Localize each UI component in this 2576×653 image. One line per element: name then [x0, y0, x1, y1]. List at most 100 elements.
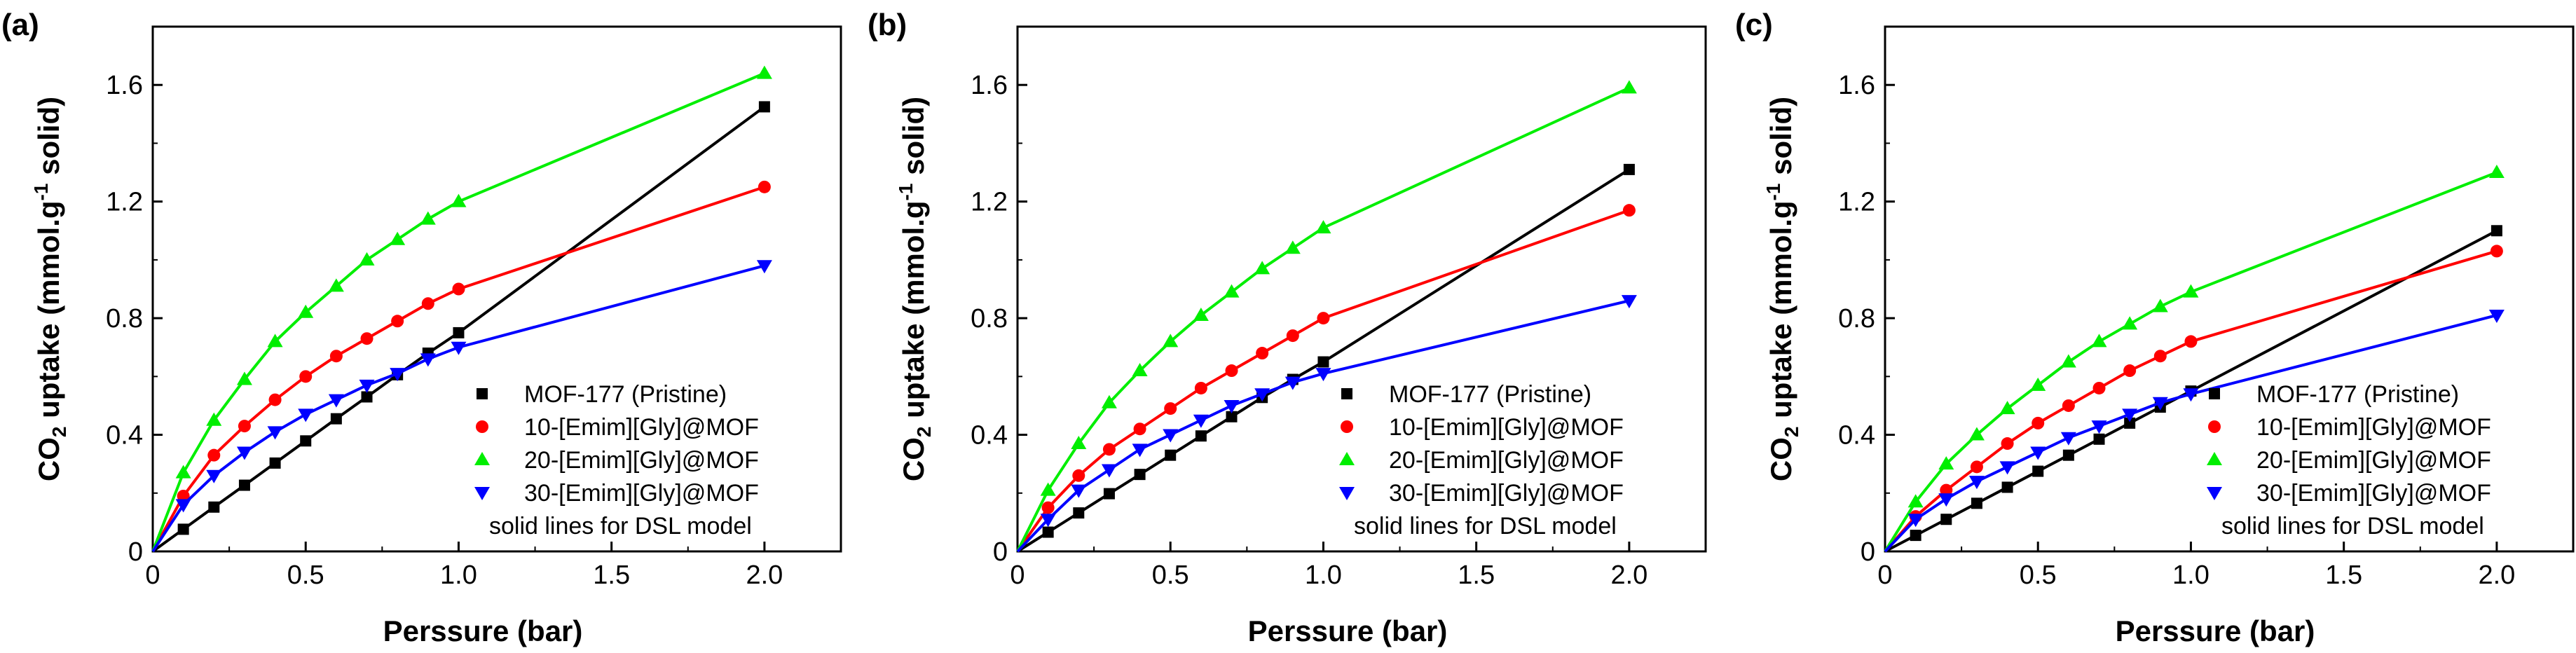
legend-marker — [2208, 420, 2221, 433]
series-line — [1884, 171, 2498, 553]
data-point — [299, 370, 313, 383]
data-point — [1317, 356, 1329, 368]
data-point — [1971, 497, 1982, 509]
y-tick-label: 0 — [128, 537, 143, 567]
series-3 — [1884, 309, 2505, 553]
data-point — [238, 479, 250, 491]
data-point — [1970, 460, 1983, 474]
x-tick-label: 1.0 — [440, 561, 477, 590]
data-point — [238, 420, 251, 433]
data-point — [2124, 417, 2136, 429]
data-point — [177, 523, 189, 535]
data-point — [1132, 363, 1148, 377]
data-point — [330, 413, 342, 425]
data-point — [2491, 225, 2502, 237]
data-point — [390, 368, 406, 382]
data-point — [2488, 309, 2505, 323]
data-point — [421, 297, 434, 310]
data-point — [2092, 381, 2106, 394]
legend-marker — [2209, 388, 2220, 399]
data-point — [1163, 429, 1179, 443]
data-point — [1254, 261, 1270, 275]
data-point — [2183, 284, 2199, 298]
data-point — [1284, 240, 1301, 254]
data-point — [1193, 307, 1209, 321]
plot-area: 0 0.5 1.0 1.5 2.0 0 0.4 0.8 1.2 1.6 Perssure (bar)… — [895, 25, 1707, 647]
data-point — [1317, 312, 1330, 325]
data-point — [2032, 465, 2044, 477]
data-point — [1134, 469, 1146, 481]
series-line — [151, 71, 765, 552]
series-2 — [1884, 165, 2505, 553]
x-tick-label: 0 — [1010, 561, 1025, 590]
panel-b: (b) 0 0.5 1.0 1.5 2.0 0 0.4 0.8 1.2 1.6 Perssure (… — [868, 8, 1707, 647]
plot-area: 0 0.5 1.0 1.5 2.0 0 0.4 0.8 1.2 1.6 Perssure (bar)… — [1762, 25, 2575, 647]
data-point — [1101, 464, 1117, 478]
data-point — [2184, 335, 2198, 348]
x-tick-label: 0 — [145, 561, 160, 590]
x-tick-label: 0.5 — [1152, 561, 1189, 590]
y-tick-label: 0 — [1861, 537, 1875, 567]
data-point — [175, 499, 191, 513]
data-point — [1315, 368, 1331, 382]
x-tick-label: 0 — [1877, 561, 1892, 590]
data-point — [298, 408, 314, 422]
data-point — [2122, 316, 2138, 330]
x-tick-label: 0.5 — [2020, 561, 2057, 590]
legend-label: 30-[Emim][Gly]@MOF — [2256, 480, 2491, 507]
y-tick-label: 0.8 — [106, 304, 143, 334]
data-point — [1315, 220, 1331, 234]
data-point — [1101, 394, 1117, 408]
y-tick-label: 1.2 — [971, 188, 1008, 217]
data-point — [2030, 446, 2046, 460]
data-point — [1102, 443, 1116, 456]
legend-marker — [474, 487, 490, 500]
legend-marker — [1341, 388, 1352, 399]
x-tick-label: 2.0 — [746, 561, 783, 590]
panel-label: (c) — [1735, 8, 1773, 42]
series-1 — [151, 180, 771, 552]
y-tick-label: 0.4 — [1838, 421, 1875, 451]
data-point — [206, 469, 222, 483]
series-2 — [1016, 80, 1637, 552]
data-point — [2001, 481, 2013, 493]
legend: MOF-177 (Pristine) 10-[Emim][Gly]@MOF 20-[… — [1339, 381, 1624, 539]
data-point — [2030, 377, 2046, 391]
data-point — [1968, 476, 1985, 490]
data-point — [1940, 514, 1952, 525]
data-point — [451, 193, 467, 207]
data-point — [1042, 526, 1054, 538]
x-tick-label: 1.0 — [2172, 561, 2210, 590]
series-0 — [151, 101, 770, 553]
data-point — [2062, 449, 2074, 461]
panel-a: (a) 0 0.5 1.0 1.5 2.0 0 0.4 0.8 1.2 1.6 Perssure (… — [1, 8, 842, 647]
data-point — [2060, 432, 2076, 446]
data-point — [1225, 364, 1238, 378]
data-point — [268, 393, 282, 406]
legend-marker — [477, 388, 488, 399]
panel-label: (a) — [1, 8, 39, 42]
x-tick-label: 1.5 — [1458, 561, 1495, 590]
data-point — [1071, 436, 1087, 450]
series-line — [151, 264, 765, 553]
y-tick-label: 0.4 — [971, 421, 1008, 451]
legend: MOF-177 (Pristine) 10-[Emim][Gly]@MOF 20-[… — [474, 381, 759, 539]
data-point — [2001, 437, 2014, 451]
legend-label: 20-[Emim][Gly]@MOF — [2256, 447, 2491, 474]
data-point — [1195, 430, 1207, 442]
x-axis-title: Perssure (bar) — [1248, 614, 1448, 647]
data-point — [1226, 411, 1238, 422]
data-point — [2093, 433, 2105, 445]
data-point — [1040, 482, 1056, 496]
data-point — [1040, 514, 1056, 528]
data-point — [360, 332, 374, 345]
data-point — [236, 371, 252, 385]
x-axis-title: Perssure (bar) — [383, 614, 583, 647]
data-point — [359, 379, 375, 393]
data-point — [756, 260, 772, 274]
legend: MOF-177 (Pristine) 10-[Emim][Gly]@MOF 20-[… — [2207, 381, 2491, 539]
data-point — [1907, 514, 1924, 528]
data-point — [1938, 493, 1954, 507]
data-point — [2060, 354, 2076, 368]
legend-marker — [2207, 452, 2222, 465]
